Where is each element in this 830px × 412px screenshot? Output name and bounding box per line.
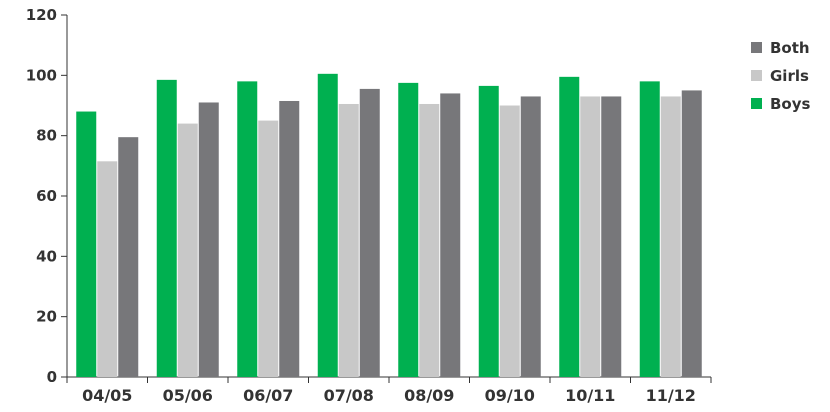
legend-swatch-both	[751, 42, 762, 53]
bar-boys	[398, 82, 419, 377]
bar-boys	[478, 85, 499, 378]
x-tick-label: 11/12	[646, 386, 696, 405]
bar-boys	[156, 79, 177, 377]
axes: 0 20 40 60 80 100 120 04/05 05/06 06/07 07/08 08/09…	[26, 6, 712, 405]
bar-both	[359, 88, 380, 378]
bar-boys	[639, 81, 660, 377]
x-tick-label: 04/05	[82, 386, 132, 405]
bar-both	[198, 102, 219, 377]
bar-boys	[317, 73, 338, 377]
legend-swatch-girls	[751, 70, 762, 81]
bar-both	[520, 96, 541, 377]
bar-boys	[76, 111, 97, 378]
x-tick-label: 09/10	[485, 386, 535, 405]
bar-girls	[97, 161, 118, 377]
bar-girls	[258, 120, 279, 377]
y-tick-label: 0	[47, 368, 57, 386]
bar-girls	[660, 96, 681, 377]
y-tick-label: 60	[36, 187, 57, 205]
bars	[76, 73, 702, 378]
x-tick-label: 10/11	[565, 386, 615, 405]
legend-label-both: Both	[770, 39, 810, 57]
bar-both	[601, 96, 622, 377]
bar-girls	[580, 96, 601, 377]
bar-boys	[559, 76, 580, 377]
bar-girls	[499, 105, 520, 377]
legend-label-girls: Girls	[770, 67, 809, 85]
x-tick-label: 06/07	[243, 386, 293, 405]
bar-boys	[237, 81, 258, 377]
bar-both	[279, 100, 300, 377]
bar-girls	[419, 103, 440, 377]
y-tick-label: 120	[26, 6, 57, 24]
legend-label-boys: Boys	[770, 95, 811, 113]
bar-both	[440, 93, 461, 377]
legend-swatch-boys	[751, 98, 762, 109]
bar-both	[681, 90, 702, 378]
x-tick-label: 07/08	[324, 386, 374, 405]
y-tick-label: 20	[36, 308, 57, 326]
bar-girls	[338, 103, 359, 377]
bar-girls	[177, 123, 198, 377]
y-tick-label: 80	[36, 127, 57, 145]
x-tick-label: 05/06	[163, 386, 213, 405]
legend: Both Girls Boys	[751, 39, 811, 113]
bar-both	[118, 137, 139, 377]
y-tick-label: 40	[36, 247, 57, 265]
x-tick-label: 08/09	[404, 386, 454, 405]
y-tick-label: 100	[26, 66, 57, 84]
